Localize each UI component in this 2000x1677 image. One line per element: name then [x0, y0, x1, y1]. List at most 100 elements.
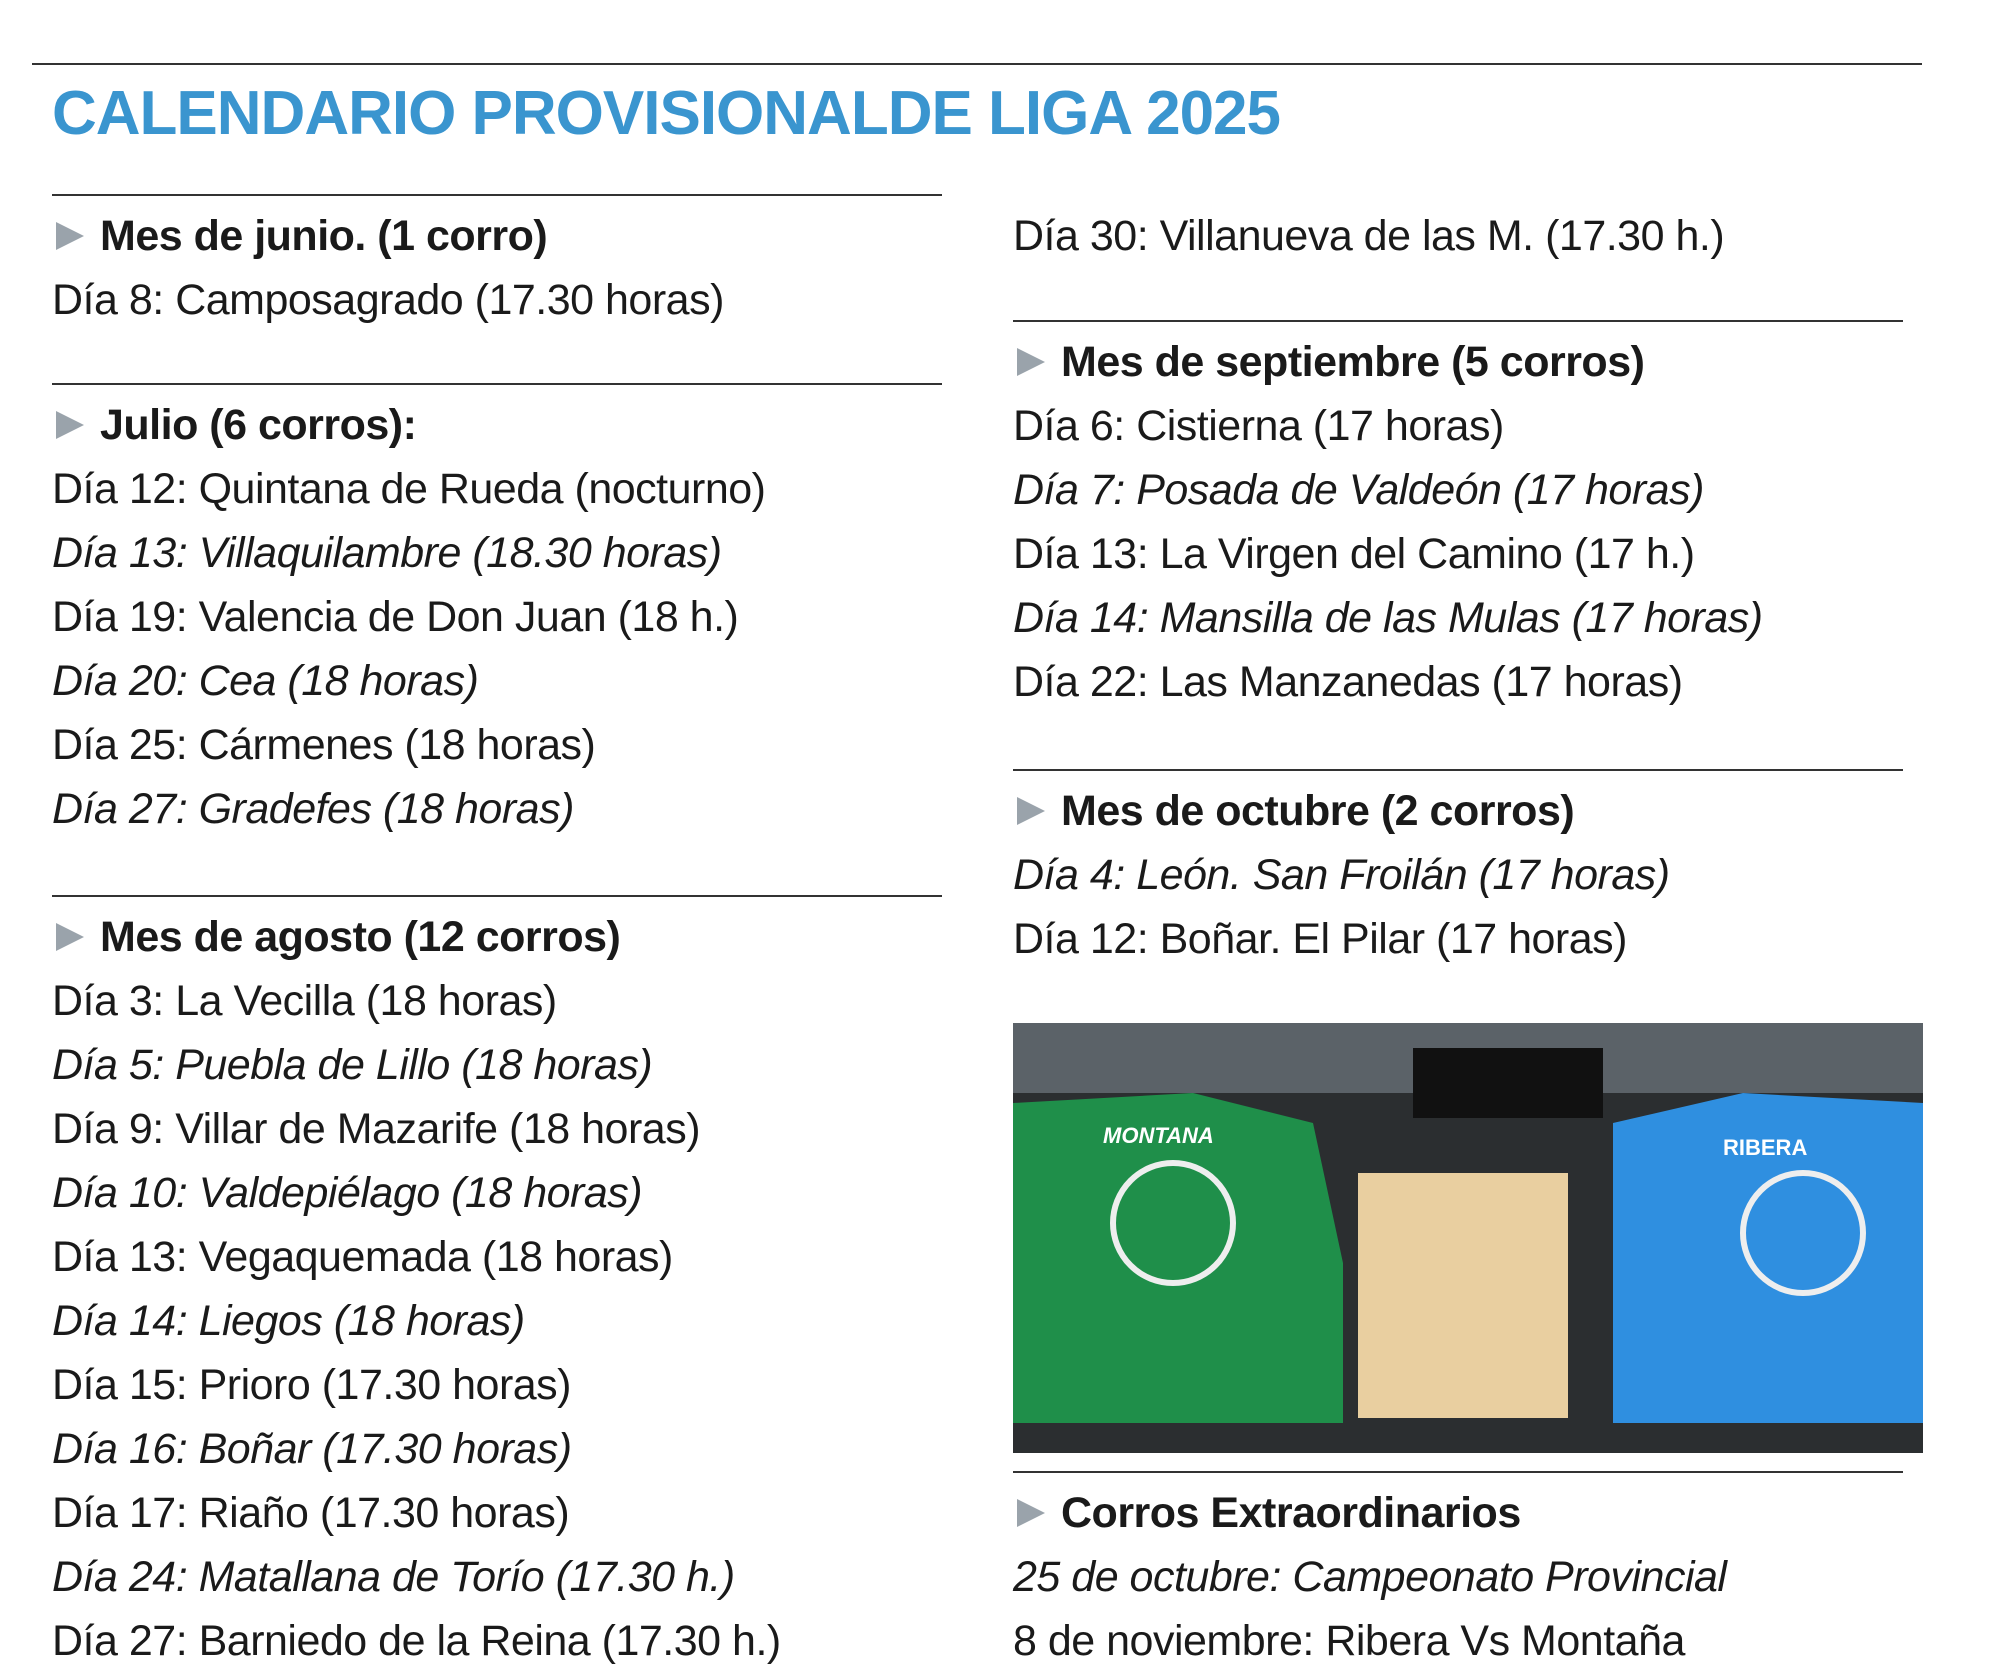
- entry: Día 12: Boñar. El Pilar (17 horas): [1013, 907, 1903, 971]
- section-rule: [1013, 1471, 1903, 1473]
- entry-label: Día 5:: [52, 1041, 164, 1089]
- entry: Día 14: Mansilla de las Mulas (17 horas): [1013, 586, 1903, 650]
- entry: Día 13: La Virgen del Camino (17 h.): [1013, 522, 1903, 586]
- entry-text: Villanueva de las M. (17.30 h.): [1159, 212, 1725, 260]
- entry: Día 9: Villar de Mazarife (18 horas): [52, 1097, 942, 1161]
- entry-text: Villaquilambre (18.30 horas): [198, 529, 723, 577]
- entry-label: Día 25:: [52, 721, 188, 769]
- entry: Día 15: Prioro (17.30 horas): [52, 1353, 942, 1417]
- section-rule: [52, 383, 942, 385]
- entry-label: Día 14:: [52, 1297, 188, 1345]
- entry-label: Día 20:: [52, 657, 188, 705]
- entry-text: Riaño (17.30 horas): [198, 1489, 570, 1537]
- entry: Día 8: Camposagrado (17.30 horas): [52, 268, 942, 332]
- entry-text: Quintana de Rueda (nocturno): [198, 465, 766, 513]
- entry-text: Cea (18 horas): [198, 657, 479, 705]
- entry-text: Campeonato Provincial: [1292, 1553, 1727, 1601]
- entry-text: Boñar. El Pilar (17 horas): [1159, 915, 1628, 963]
- entry-text: La Virgen del Camino (17 h.): [1159, 530, 1695, 578]
- entry-text: Camposagrado (17.30 horas): [175, 276, 724, 324]
- entry: 8 de noviembre: Ribera Vs Montaña: [1013, 1609, 1903, 1673]
- photo: MONTANA RIBERA: [1013, 1023, 1923, 1453]
- entry: Día 12: Quintana de Rueda (nocturno): [52, 457, 942, 521]
- section-rule: [52, 194, 942, 196]
- entry: Día 13: Vegaquemada (18 horas): [52, 1225, 942, 1289]
- entry: Día 22: Las Manzanedas (17 horas): [1013, 650, 1903, 714]
- entry: Día 14: Liegos (18 horas): [52, 1289, 942, 1353]
- nameplate: [1413, 1048, 1603, 1118]
- entry-label: Día 8:: [52, 276, 164, 324]
- entry-text: León. San Froilán (17 horas): [1136, 851, 1670, 899]
- entry: Día 27: Barniedo de la Reina (17.30 h.): [52, 1609, 942, 1673]
- entry-text: Puebla de Lillo (18 horas): [175, 1041, 653, 1089]
- entry-text: Cármenes (18 horas): [198, 721, 596, 769]
- entry-label: Día 19:: [52, 593, 188, 641]
- entry-label: 25 de octubre:: [1013, 1553, 1281, 1601]
- entry: Día 20: Cea (18 horas): [52, 649, 942, 713]
- entry: Día 25: Cármenes (18 horas): [52, 713, 942, 777]
- section-rule: [1013, 320, 1903, 322]
- entry-label: Día 12:: [1013, 915, 1149, 963]
- entry-text: Mansilla de las Mulas (17 horas): [1159, 594, 1764, 642]
- entry-text: Cistierna (17 horas): [1136, 402, 1504, 450]
- entry-label: Día 14:: [1013, 594, 1149, 642]
- entry-label: Día 3:: [52, 977, 164, 1025]
- entry: Día 27: Gradefes (18 horas): [52, 777, 942, 841]
- poster: [1358, 1173, 1568, 1418]
- entry-text: Prioro (17.30 horas): [198, 1361, 572, 1409]
- section-heading: Mes de octubre (2 corros): [1013, 779, 1575, 843]
- entry-text: Posada de Valdeón (17 horas): [1136, 466, 1704, 514]
- entry-text: Vegaquemada (18 horas): [198, 1233, 674, 1281]
- entry-label: Día 7:: [1013, 466, 1125, 514]
- entry-label: Día 27:: [52, 785, 188, 833]
- entry-text: La Vecilla (18 horas): [175, 977, 557, 1025]
- entry-text: Las Manzanedas (17 horas): [1159, 658, 1683, 706]
- entry: Día 13: Villaquilambre (18.30 horas): [52, 521, 942, 585]
- section-rule: [1013, 769, 1903, 771]
- entry: Día 16: Boñar (17.30 horas): [52, 1417, 942, 1481]
- blue-shirt: [1613, 1093, 1923, 1423]
- entry-label: Día 30:: [1013, 212, 1149, 260]
- entry-text: Liegos (18 horas): [198, 1297, 526, 1345]
- entry: Día 5: Puebla de Lillo (18 horas): [52, 1033, 942, 1097]
- entry-label: Día 6:: [1013, 402, 1125, 450]
- entry-label: Día 4:: [1013, 851, 1125, 899]
- entry-label: Día 24:: [52, 1553, 188, 1601]
- entry-text: Ribera Vs Montaña: [1325, 1617, 1685, 1665]
- entry-text: Valencia de Don Juan (18 h.): [198, 593, 739, 641]
- entry-label: 8 de noviembre:: [1013, 1617, 1314, 1665]
- section-heading: Mes de septiembre (5 corros): [1013, 330, 1645, 394]
- entry: Día 4: León. San Froilán (17 horas): [1013, 843, 1903, 907]
- shirt-label: MONTANA: [1103, 1123, 1214, 1148]
- entry-label: Día 15:: [52, 1361, 188, 1409]
- entry-label: Día 16:: [52, 1425, 188, 1473]
- entry-label: Día 9:: [52, 1105, 164, 1153]
- crest: [1110, 1160, 1236, 1286]
- section-rule: [52, 895, 942, 897]
- entry-label: Día 27:: [52, 1617, 188, 1665]
- entry-text: Matallana de Torío (17.30 h.): [198, 1553, 736, 1601]
- entry-label: Día 12:: [52, 465, 188, 513]
- entry-text: Gradefes (18 horas): [198, 785, 575, 833]
- entry-label: Día 13:: [52, 1233, 188, 1281]
- entry: Día 19: Valencia de Don Juan (18 h.): [52, 585, 942, 649]
- entry-label: Día 22:: [1013, 658, 1149, 706]
- entry-text: Villar de Mazarife (18 horas): [175, 1105, 701, 1153]
- green-shirt: [1013, 1093, 1343, 1423]
- entry: 25 de octubre: Campeonato Provincial: [1013, 1545, 1903, 1609]
- entry-label: Día 10:: [52, 1169, 188, 1217]
- entry-label: Día 13:: [52, 529, 188, 577]
- section-heading: Corros Extraordinarios: [1013, 1481, 1521, 1545]
- entry-label: Día 17:: [52, 1489, 188, 1537]
- title: CALENDARIO PROVISIONALDE LIGA 2025: [52, 79, 1281, 148]
- entry: Día 3: La Vecilla (18 horas): [52, 969, 942, 1033]
- entry: Día 10: Valdepiélago (18 horas): [52, 1161, 942, 1225]
- entry: Día 24: Matallana de Torío (17.30 h.): [52, 1545, 942, 1609]
- entry-label: Día 13:: [1013, 530, 1149, 578]
- entry-text: Barniedo de la Reina (17.30 h.): [198, 1617, 782, 1665]
- entry: Día 17: Riaño (17.30 horas): [52, 1481, 942, 1545]
- section-heading: Julio (6 corros):: [52, 393, 417, 457]
- entry: Día 30: Villanueva de las M. (17.30 h.): [1013, 204, 1903, 268]
- entry: Día 6: Cistierna (17 horas): [1013, 394, 1903, 458]
